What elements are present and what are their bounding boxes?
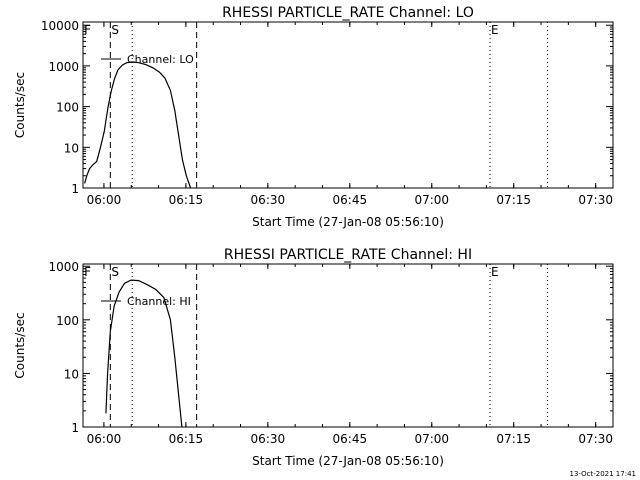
y-tick-label: 10000	[41, 19, 79, 33]
legend-label: Channel: LO	[127, 53, 194, 66]
x-tick-label: 07:15	[496, 432, 531, 446]
corner-label: F	[84, 23, 91, 37]
x-axis-label: Start Time (27-Jan-08 05:56:10)	[252, 215, 444, 229]
y-tick-label: 10	[64, 367, 79, 381]
legend-label: Channel: HI	[127, 295, 191, 308]
y-tick-label: 1000	[48, 60, 79, 74]
x-tick-label: 06:00	[87, 193, 122, 207]
x-axis-label: Start Time (27-Jan-08 05:56:10)	[252, 454, 444, 468]
time-marker-label: E	[491, 265, 499, 279]
x-tick-label: 06:30	[251, 193, 286, 207]
x-tick-label: 06:45	[333, 193, 368, 207]
x-tick-label: 07:30	[578, 432, 613, 446]
x-tick-label: 06:15	[169, 193, 204, 207]
y-tick-label: 100	[56, 101, 79, 115]
x-tick-label: 06:30	[251, 432, 286, 446]
x-tick-label: 07:30	[578, 193, 613, 207]
y-tick-label: 1	[71, 182, 79, 196]
x-tick-label: 06:15	[169, 432, 204, 446]
x-tick-label: 07:15	[496, 193, 531, 207]
lo-channel-panel: RHESSI PARTICLE_RATE Channel: LO Start Ti…	[13, 5, 614, 229]
time-marker-label: S	[111, 265, 119, 279]
corner-label: F	[84, 265, 91, 279]
chart-title: RHESSI PARTICLE_RATE Channel: HI	[224, 247, 472, 263]
chart-title: RHESSI PARTICLE_RATE Channel: LO	[222, 5, 474, 21]
y-axis-label: Counts/sec	[13, 72, 27, 138]
x-tick-label: 06:45	[333, 432, 368, 446]
y-tick-label: 1000	[48, 260, 79, 274]
x-tick-label: 07:00	[414, 193, 449, 207]
plot-frame	[82, 263, 614, 428]
x-tick-label: 06:00	[87, 432, 122, 446]
hi-channel-panel: RHESSI PARTICLE_RATE Channel: HI Start Ti…	[13, 247, 614, 468]
y-tick-label: 10	[64, 141, 79, 155]
time-marker-label: E	[491, 23, 499, 37]
y-tick-label: 100	[56, 314, 79, 328]
x-tick-label: 07:00	[414, 432, 449, 446]
time-marker-label: S	[111, 23, 119, 37]
series-line	[105, 279, 183, 428]
series-line	[84, 61, 192, 189]
y-axis-label: Counts/sec	[13, 312, 27, 378]
footer-timestamp: 13-Oct-2021 17:41	[570, 470, 636, 478]
plot-frame	[82, 21, 614, 189]
y-tick-label: 1	[71, 421, 79, 435]
